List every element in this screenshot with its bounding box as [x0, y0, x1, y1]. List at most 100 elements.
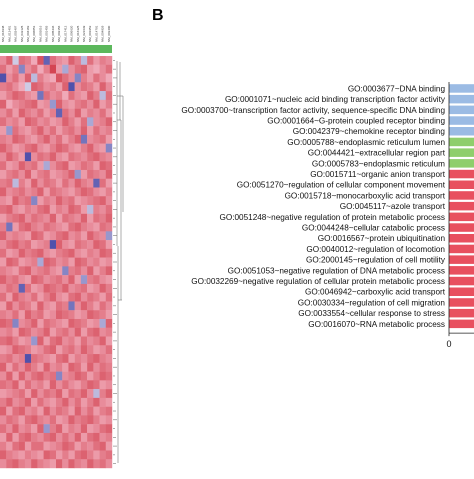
heatmap-cell: [12, 240, 19, 250]
heatmap-cell: [43, 126, 50, 136]
heatmap-cell: [6, 406, 13, 416]
heatmap-cell: [18, 380, 26, 390]
heatmap-cell: [24, 336, 32, 346]
heatmap-cell: [31, 301, 38, 311]
heatmap-cell: [105, 380, 113, 390]
bar-bp: [449, 319, 474, 329]
heatmap-cell: [43, 205, 50, 214]
heatmap-cell: [99, 56, 106, 65]
heatmap-cell: [31, 196, 38, 206]
heatmap-cell: [99, 424, 106, 434]
heatmap-cell: [6, 126, 13, 136]
sample-label: NM_017412: [63, 25, 67, 42]
heatmap-cell: [31, 240, 38, 250]
heatmap-cell: [56, 126, 63, 136]
heatmap-group-bar: [0, 45, 112, 53]
heatmap-cell: [18, 424, 26, 434]
heatmap-cell: [74, 99, 82, 109]
heatmap-cell: [62, 161, 69, 171]
heatmap-cell: [68, 222, 75, 232]
heatmap-cell: [93, 397, 100, 407]
heatmap-cell: [18, 169, 26, 179]
bar-bp: [449, 244, 474, 254]
heatmap-cell: [99, 73, 106, 83]
heatmap-cell: [68, 91, 75, 101]
heatmap-cell: [93, 450, 100, 460]
heatmap-cell: [56, 152, 63, 162]
heatmap-cell: [37, 143, 44, 153]
heatmap-cell: [105, 108, 113, 118]
heatmap-cell: [80, 257, 88, 267]
heatmap-cell: [31, 257, 38, 267]
heatmap-cell: [31, 266, 38, 276]
heatmap-cell: [0, 56, 7, 65]
heatmap-cell: [56, 292, 63, 302]
heatmap-cell: [31, 108, 38, 118]
heatmap-cell: [62, 424, 69, 434]
heatmap-cell: [87, 459, 94, 469]
heatmap-cell: [93, 266, 100, 276]
heatmap-cell: [0, 213, 7, 223]
heatmap-cell: [49, 99, 57, 109]
heatmap-cell: [74, 310, 82, 320]
heatmap-cell: [49, 266, 57, 276]
heatmap-cell: [105, 56, 113, 65]
heatmap-cell: [99, 415, 106, 425]
heatmap-cell: [56, 327, 63, 337]
heatmap-cell: [74, 362, 82, 372]
heatmap-cell: [24, 143, 32, 153]
heatmap-cell: [56, 222, 63, 232]
heatmap-cell: [6, 362, 13, 372]
heatmap-cell: [43, 108, 50, 118]
heatmap-cell: [56, 91, 63, 101]
heatmap-cell: [43, 187, 50, 197]
heatmap-cell: [93, 134, 100, 144]
heatmap-cell: [12, 231, 19, 241]
heatmap-cell: [0, 345, 7, 355]
heatmap-cell: [18, 231, 26, 241]
heatmap-cell: [43, 283, 50, 293]
heatmap-cell: [74, 283, 82, 293]
heatmap-cell: [68, 397, 75, 407]
heatmap-cell: [12, 441, 19, 451]
heatmap-cell: [80, 275, 88, 285]
heatmap-cell: [0, 406, 7, 416]
heatmap-cell: [99, 406, 106, 416]
heatmap-cell: [62, 240, 69, 250]
heatmap-cell: [80, 64, 88, 74]
heatmap-cell: [87, 432, 94, 442]
sample-label: NM_002156: [57, 25, 61, 42]
heatmap-cell: [62, 354, 69, 364]
heatmap-cell: [6, 161, 13, 171]
heatmap-cell: [24, 161, 32, 171]
heatmap-cell: [80, 82, 88, 92]
heatmap-cell: [105, 117, 113, 127]
heatmap-cell: [49, 406, 57, 416]
bar-bp: [449, 169, 474, 179]
heatmap-cell: [43, 152, 50, 162]
heatmap-cell: [0, 301, 7, 311]
heatmap-cell: [56, 380, 63, 390]
bar-cc: [449, 137, 474, 147]
heatmap-cell: [93, 91, 100, 101]
heatmap-cell: [62, 152, 69, 162]
heatmap-cell: [74, 82, 82, 92]
heatmap-cell: [0, 108, 7, 118]
heatmap-cell: [62, 196, 69, 206]
heatmap-cell: [12, 371, 19, 381]
heatmap-cell: [99, 82, 106, 92]
heatmap-cell: [74, 73, 82, 83]
heatmap-cell: [105, 362, 113, 372]
heatmap-cell: [68, 73, 75, 83]
heatmap-cell: [43, 424, 50, 434]
go-term-label: GO:0044248~cellular catabolic process: [302, 223, 445, 232]
heatmap-cell: [49, 275, 57, 285]
heatmap-cell: [62, 336, 69, 346]
heatmap-cell: [62, 389, 69, 399]
heatmap-cell: [62, 126, 69, 136]
heatmap-cell: [49, 152, 57, 162]
heatmap-cell: [31, 459, 38, 469]
heatmap-cell: [99, 397, 106, 407]
heatmap-cell: [12, 257, 19, 267]
bar-mf: [449, 94, 474, 104]
